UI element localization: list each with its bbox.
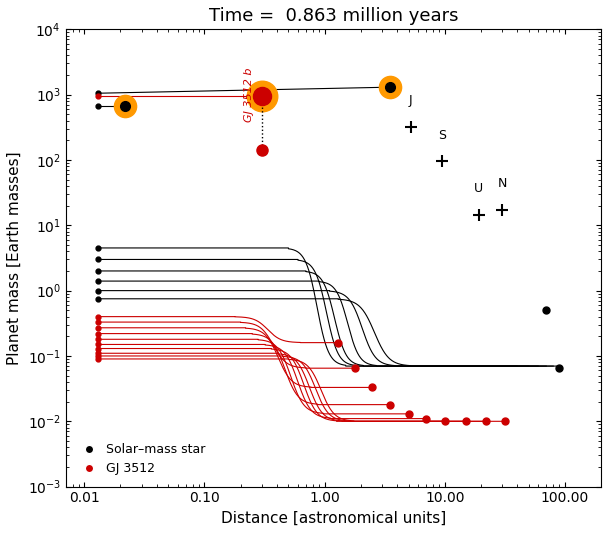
Text: GJ 3512 b: GJ 3512 b [244, 68, 254, 122]
Legend: Solar–mass star, GJ 3512: Solar–mass star, GJ 3512 [72, 438, 210, 480]
Text: N: N [497, 177, 507, 190]
X-axis label: Distance [astronomical units]: Distance [astronomical units] [221, 511, 446, 526]
Title: Time =  0.863 million years: Time = 0.863 million years [209, 7, 458, 25]
Text: J: J [409, 94, 412, 108]
Text: S: S [438, 128, 446, 142]
Text: U: U [474, 182, 483, 195]
Y-axis label: Planet mass [Earth masses]: Planet mass [Earth masses] [7, 151, 22, 365]
